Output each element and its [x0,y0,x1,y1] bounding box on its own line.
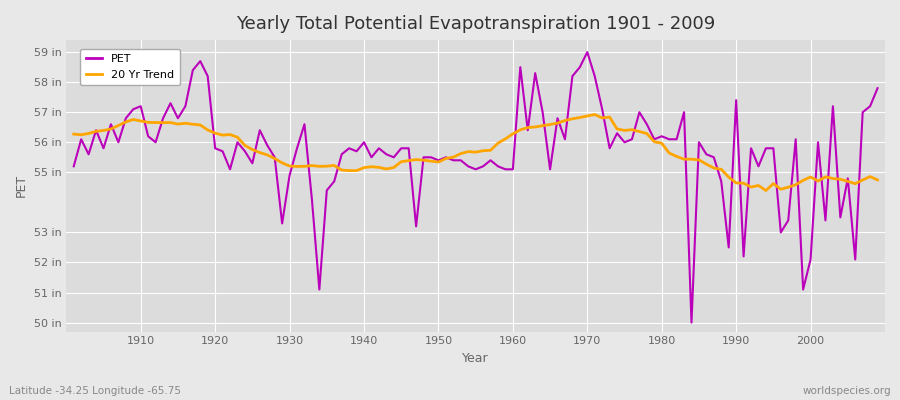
Title: Yearly Total Potential Evapotranspiration 1901 - 2009: Yearly Total Potential Evapotranspiratio… [236,15,716,33]
Text: worldspecies.org: worldspecies.org [803,386,891,396]
X-axis label: Year: Year [463,352,489,365]
Y-axis label: PET: PET [15,174,28,198]
Legend: PET, 20 Yr Trend: PET, 20 Yr Trend [80,48,180,85]
Text: Latitude -34.25 Longitude -65.75: Latitude -34.25 Longitude -65.75 [9,386,181,396]
